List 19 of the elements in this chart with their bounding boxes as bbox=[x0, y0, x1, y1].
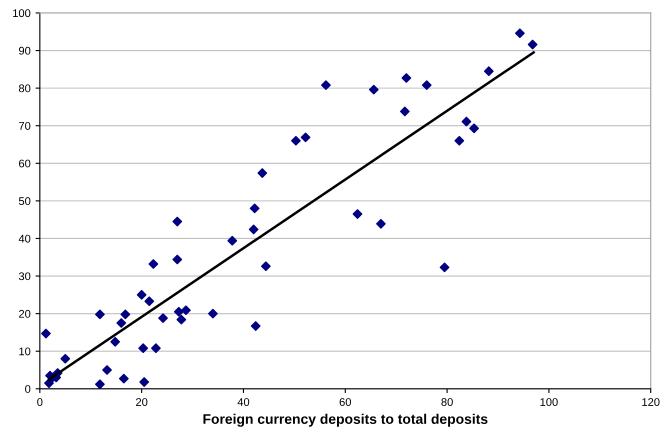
x-tick-label: 0 bbox=[37, 398, 42, 406]
y-tick-label: 100 bbox=[13, 9, 30, 18]
x-tick-label: 100 bbox=[540, 398, 558, 406]
x-tick-label: 80 bbox=[441, 398, 453, 406]
x-axis-title: Foreign currency deposits to total deposits bbox=[203, 414, 488, 427]
x-tick-label: 120 bbox=[642, 398, 660, 406]
y-tick-label: 70 bbox=[19, 122, 30, 130]
y-tick-label: 10 bbox=[19, 347, 30, 356]
y-tick-label: 30 bbox=[18, 272, 30, 280]
y-tick-label: 20 bbox=[19, 310, 30, 318]
y-tick-label: 90 bbox=[18, 46, 30, 55]
x-tick-label: 60 bbox=[340, 398, 352, 406]
x-tick-label: 20 bbox=[136, 398, 148, 406]
y-tick-label: 50 bbox=[18, 197, 30, 206]
x-tick-label: 40 bbox=[238, 398, 250, 406]
y-tick-label: 60 bbox=[19, 160, 30, 168]
y-tick-label: 0 bbox=[25, 385, 30, 393]
y-tick-label: 40 bbox=[18, 234, 30, 243]
y-tick-label: 80 bbox=[18, 84, 30, 92]
